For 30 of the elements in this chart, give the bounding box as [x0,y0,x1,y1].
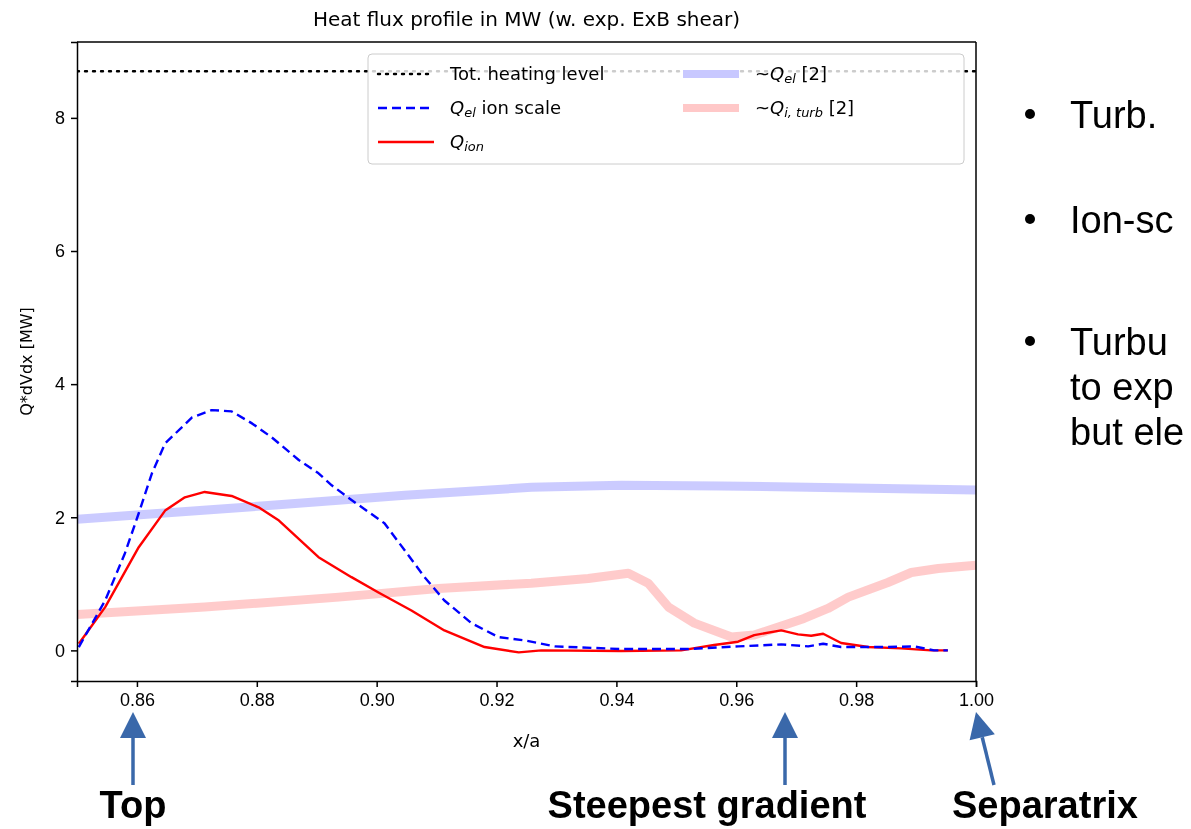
text: Ion-sc [1070,199,1174,241]
x-tick-label: 0.86 [119,689,155,710]
text: Steepest gradient [547,784,867,826]
x-axis-title: x/a [512,730,541,751]
y-tick-label: 2 [54,507,65,528]
x-tick-label: 0.92 [479,689,515,710]
x-tick-label: 1.00 [958,689,995,710]
y-tick-label: 8 [54,108,65,129]
y-axis-title: Q*dVdx [MW] [17,307,36,416]
legend-label: Q$_{ion}$ [450,131,484,155]
chart-title: Heat flux profile in MW (w. exp. ExB shear) [312,7,741,31]
text: Top [99,784,167,826]
x-tick-label: 0.94 [599,689,635,710]
x-tick-label: 0.88 [239,689,275,710]
text: Turb. [1070,94,1158,136]
ref-line-label: Tot. heating level [449,63,605,84]
text: but ele [1070,411,1185,453]
x-tick-label: 0.96 [719,689,755,710]
y-tick-label: 4 [54,374,65,395]
legend-label: ~Q$_{el}$ [2] [755,63,828,87]
legend-label: Q$_{el}$ ion scale [450,97,561,121]
legend-label: ~Q$_{i, turb}$ [2] [755,97,855,121]
line-series [77,408,950,652]
y-tick-label: 6 [54,241,65,262]
text: Separatrix [952,784,1138,826]
x-tick-label: 0.98 [839,689,875,710]
y-tick-label: 0 [54,640,65,661]
x-tick-label: 0.90 [359,689,395,710]
text: to exp [1070,366,1174,408]
text: Turbu [1070,321,1168,363]
